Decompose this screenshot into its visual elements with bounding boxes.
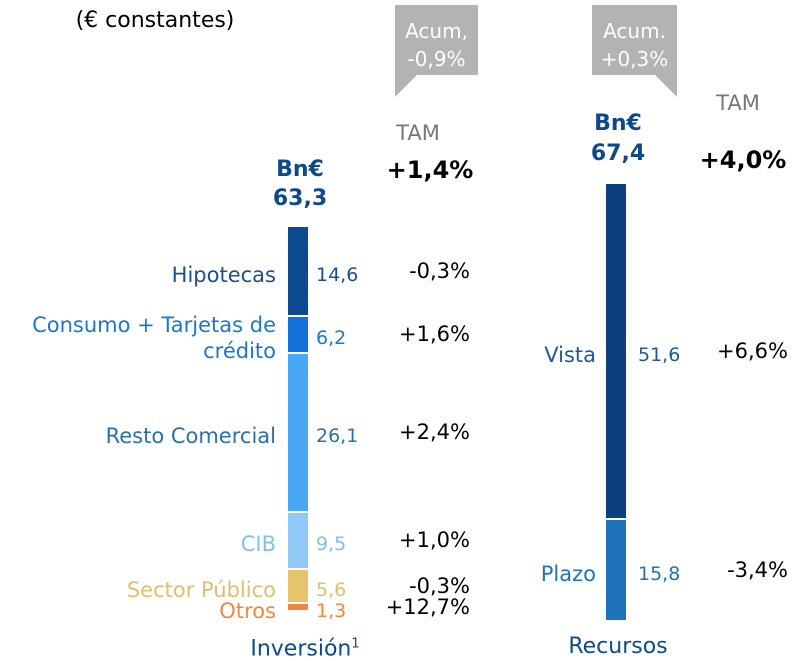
badge-text: Acum, <box>405 19 468 43</box>
tam-value: +1,0% <box>399 528 470 553</box>
value-label: 1,3 <box>316 600 347 623</box>
segment-label: Sector Público <box>126 578 276 603</box>
badge-pointer <box>395 75 417 97</box>
value-label: 14,6 <box>316 264 359 287</box>
axis-name-text: Inversión <box>250 636 352 661</box>
tam-header: TAM <box>716 91 760 115</box>
badge-text: +0,3% <box>600 47 669 71</box>
total-label: 67,4 <box>590 141 646 166</box>
axis-name-text: Recursos <box>568 634 668 659</box>
value-label: 6,2 <box>316 327 347 350</box>
segment-label: Consumo + Tarjetas de crédito <box>32 313 276 364</box>
tam-value: +2,4% <box>399 420 470 445</box>
bar-segment <box>288 570 308 603</box>
bar-segment <box>288 316 308 353</box>
value-label: 9,5 <box>316 533 347 556</box>
unit-label: Bn€ <box>276 157 324 182</box>
tam-header: TAM <box>396 121 440 145</box>
bar-segment <box>288 227 308 315</box>
bar-segment <box>288 512 308 569</box>
tam-value: -0,3% <box>409 259 470 284</box>
bar-segment <box>288 604 308 610</box>
total-label: 63,3 <box>272 186 328 211</box>
unit-label: Bn€ <box>594 111 642 136</box>
segment-label: CIB <box>240 532 276 557</box>
axis-name: Recursos <box>568 634 667 660</box>
value-label: 51,6 <box>638 344 681 367</box>
value-label: 5,6 <box>316 579 347 602</box>
total-tam: +4,0% <box>699 146 787 174</box>
tam-value: +1,6% <box>399 322 470 347</box>
segment-label: Otros <box>219 599 276 624</box>
badge: Acum. +0,3% <box>592 5 677 75</box>
badge-text: Acum. <box>603 19 666 43</box>
footnote: 1 <box>351 636 360 652</box>
note: (€ constantes) <box>75 8 235 33</box>
value-label: 26,1 <box>316 425 359 448</box>
badge-pointer <box>655 75 677 97</box>
bar-segment <box>606 184 626 518</box>
bar-segment <box>606 519 626 620</box>
bar-segment <box>288 354 308 511</box>
tam-value: -0,3% <box>409 574 470 599</box>
tam-value: -3,4% <box>727 557 788 582</box>
segment-label: Vista <box>544 343 596 368</box>
badge: Acum, -0,9% <box>395 5 478 75</box>
tam-value: +12,7% <box>385 595 470 620</box>
badge-text: -0,9% <box>407 47 466 71</box>
tam-value: +6,6% <box>717 339 788 364</box>
total-tam: +1,4% <box>386 156 474 184</box>
segment-label: Plazo <box>540 561 596 586</box>
segment-label: Resto Comercial <box>105 424 276 449</box>
axis-name: Inversión1 <box>250 631 359 661</box>
value-label: 15,8 <box>638 562 681 585</box>
segment-label: Hipotecas <box>171 263 276 288</box>
